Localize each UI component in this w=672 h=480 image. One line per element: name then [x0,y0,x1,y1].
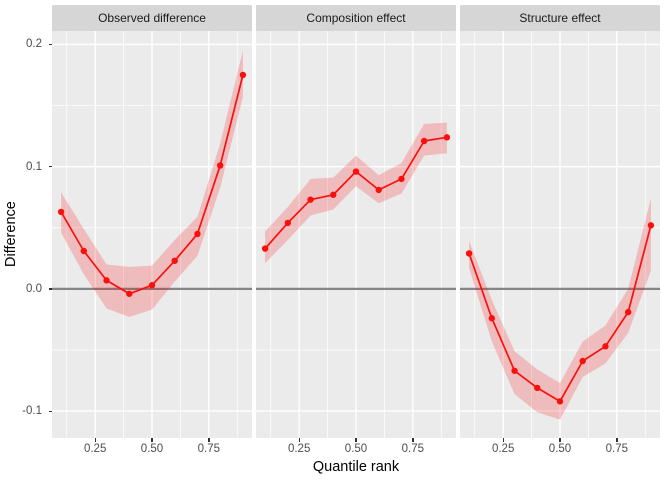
x-axis-tick [412,438,414,442]
y-axis-tick [48,166,52,168]
data-point [556,398,564,405]
data-point [624,308,632,316]
data-point [103,277,110,284]
data-point [375,186,382,194]
x-axis-tick-label: 0.50 [548,443,572,455]
data-point [647,222,655,229]
x-axis-tick [208,438,210,442]
data-point [511,367,518,374]
y-axis-tick-label: 0.1 [26,160,42,173]
data-point [171,257,178,264]
data-point [465,250,473,257]
x-axis-tick-label: 0.25 [83,443,107,455]
x-axis-tick-label: 0.50 [344,443,368,455]
facet-strip-observed-difference: Observed difference [52,5,252,31]
data-point [420,137,428,145]
data-point [80,247,88,255]
data-point [239,71,247,79]
y-axis-tick [48,43,52,46]
x-axis-tick [559,438,561,442]
confidence-ribbon [469,198,651,420]
data-point [352,168,360,175]
y-axis-tick-label: -0.1 [22,405,42,418]
data-point [330,191,337,198]
data-point [443,134,451,141]
x-axis-tick [151,438,153,442]
x-axis-tick-label: 0.25 [287,443,311,455]
data-point [307,196,314,203]
data-point [398,175,405,183]
facet-strip-composition-effect: Composition effect [256,5,456,31]
data-point [488,315,496,322]
y-axis-tick-label: 0.2 [26,38,42,51]
y-axis-tick [48,410,52,412]
facet-strip-structure-effect: Structure effect [460,5,660,31]
data-point [602,343,609,350]
y-axis-title: Difference [3,201,19,268]
y-axis-tick [48,288,52,290]
x-axis-tick [298,438,300,442]
data-point [261,245,269,252]
facet-panel-observed-difference [52,31,252,438]
x-axis-tick-label: 0.25 [491,443,515,455]
x-axis-tick-label: 0.75 [401,443,424,455]
data-point [57,208,65,216]
data-point [284,219,292,227]
x-axis-tick [355,438,357,442]
data-point [194,230,201,238]
data-point [579,357,586,365]
y-axis-tick-label: 0.0 [26,282,42,295]
data-point [148,282,156,289]
facet-panel-structure-effect [460,31,660,438]
x-axis-tick [94,438,96,442]
x-axis-tick-label: 0.75 [605,443,628,455]
x-axis-tick [502,438,504,442]
facet-panel-composition-effect [256,31,456,438]
data-point [216,162,224,169]
confidence-ribbon [61,50,243,318]
x-axis-title: Quantile rank [312,459,400,475]
x-axis-tick [616,438,618,442]
data-point [126,290,133,297]
x-axis-tick-label: 0.75 [197,443,220,455]
data-point [534,384,541,392]
x-axis-tick-label: 0.50 [140,443,164,455]
confidence-ribbon [265,122,447,264]
